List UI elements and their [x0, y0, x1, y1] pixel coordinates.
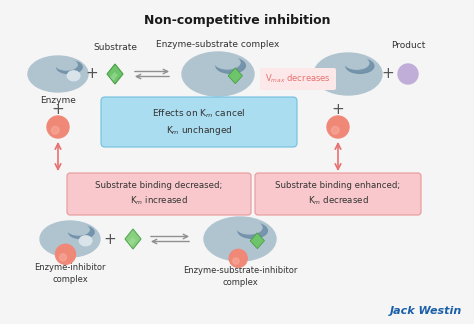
- Circle shape: [60, 254, 66, 261]
- Polygon shape: [110, 72, 118, 81]
- Text: Substrate binding decreased;
K$_m$ increased: Substrate binding decreased; K$_m$ incre…: [95, 181, 223, 207]
- Ellipse shape: [237, 221, 262, 234]
- Polygon shape: [107, 64, 123, 84]
- Circle shape: [398, 64, 418, 84]
- FancyBboxPatch shape: [101, 97, 297, 147]
- Text: Enzyme-substrate complex: Enzyme-substrate complex: [156, 40, 280, 49]
- Ellipse shape: [55, 59, 77, 70]
- Circle shape: [55, 244, 75, 264]
- Circle shape: [229, 249, 247, 267]
- Text: Substrate: Substrate: [93, 43, 137, 52]
- Circle shape: [51, 126, 59, 134]
- Circle shape: [331, 126, 339, 134]
- Text: V$_{max}$ decreases: V$_{max}$ decreases: [265, 73, 331, 85]
- Ellipse shape: [68, 224, 89, 235]
- Ellipse shape: [204, 217, 276, 261]
- Text: Effects on K$_m$ cancel
K$_m$ unchanged: Effects on K$_m$ cancel K$_m$ unchanged: [152, 107, 246, 137]
- Circle shape: [327, 116, 349, 138]
- Polygon shape: [250, 233, 264, 249]
- FancyBboxPatch shape: [260, 68, 336, 90]
- Ellipse shape: [182, 52, 254, 96]
- Ellipse shape: [28, 56, 88, 92]
- Text: Product: Product: [391, 41, 425, 50]
- Ellipse shape: [216, 58, 246, 73]
- Ellipse shape: [345, 57, 369, 69]
- Ellipse shape: [69, 226, 94, 239]
- Polygon shape: [228, 68, 242, 84]
- Text: Jack Westin: Jack Westin: [390, 306, 462, 316]
- Ellipse shape: [215, 56, 240, 69]
- Text: +: +: [86, 66, 99, 82]
- Text: Enzyme-substrate-inhibitor
complex: Enzyme-substrate-inhibitor complex: [183, 266, 297, 287]
- Ellipse shape: [57, 61, 82, 74]
- Ellipse shape: [40, 221, 100, 257]
- Circle shape: [233, 258, 239, 264]
- Text: +: +: [52, 101, 64, 117]
- Ellipse shape: [67, 71, 80, 81]
- Text: Substrate binding enhanced;
K$_m$ decreased: Substrate binding enhanced; K$_m$ decrea…: [275, 181, 401, 207]
- Text: Non-competitive inhibition: Non-competitive inhibition: [144, 14, 330, 27]
- Text: Enzyme-inhibitor
complex: Enzyme-inhibitor complex: [34, 263, 106, 284]
- FancyBboxPatch shape: [67, 173, 251, 215]
- Circle shape: [47, 116, 69, 138]
- Ellipse shape: [346, 59, 374, 73]
- Ellipse shape: [314, 53, 382, 95]
- Ellipse shape: [79, 236, 92, 246]
- Text: Enzyme: Enzyme: [40, 96, 76, 105]
- Ellipse shape: [238, 223, 267, 238]
- FancyBboxPatch shape: [255, 173, 421, 215]
- Polygon shape: [128, 237, 136, 246]
- Text: +: +: [104, 232, 117, 247]
- Text: +: +: [382, 66, 394, 82]
- Polygon shape: [125, 229, 141, 249]
- Text: +: +: [332, 101, 345, 117]
